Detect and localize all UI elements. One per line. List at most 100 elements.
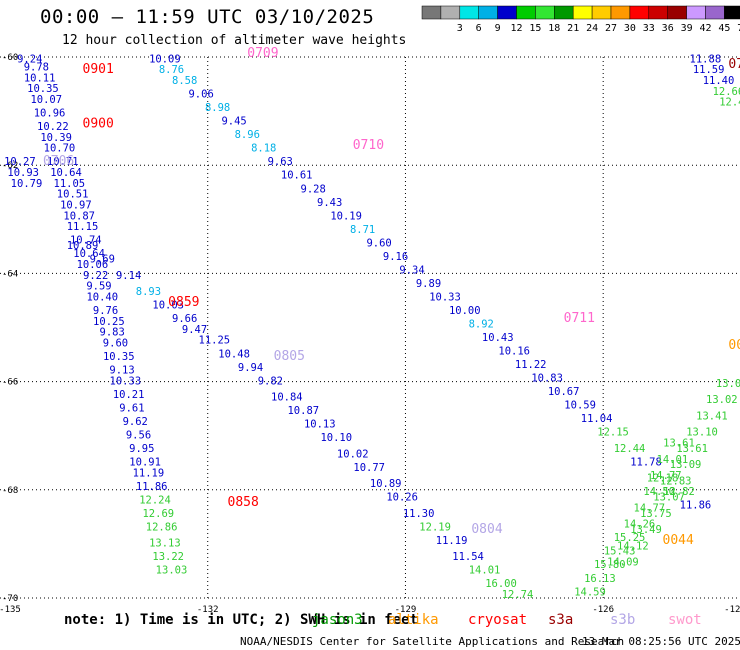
wave-height-point: 10.25 xyxy=(93,316,125,328)
wave-height-point: 14.59 xyxy=(574,586,606,598)
legend-tick-label: 45 xyxy=(718,23,730,34)
legend-tick-label: 21 xyxy=(567,23,579,34)
legend-tick-label: 18 xyxy=(548,23,560,34)
legend-tick-label: 6 xyxy=(476,23,482,34)
wave-height-point: 12.83 xyxy=(660,475,692,487)
wave-height-point: 12.19 xyxy=(419,521,451,533)
satellite-altika: altika xyxy=(388,612,439,628)
legend-swatch xyxy=(705,5,725,20)
wave-height-point: 8.92 xyxy=(469,319,494,331)
pass-time-label: 0901 xyxy=(83,62,114,77)
wave-height-point: 14.77 xyxy=(650,470,682,482)
wave-height-point: 11.86 xyxy=(680,500,712,512)
pass-time-labels: 0901090008590858070907100711071208050804… xyxy=(43,46,740,548)
wave-height-point: 9.94 xyxy=(238,362,263,374)
wave-height-point: 11.04 xyxy=(581,413,613,425)
y-tick-label: -66 xyxy=(2,378,18,388)
wave-height-point: 11.25 xyxy=(199,335,231,347)
wave-height-point: 12.24 xyxy=(139,494,171,506)
x-tick-label: -132 xyxy=(197,605,219,615)
wave-height-point: 12.66 xyxy=(713,86,740,98)
wave-height-point: 10.35 xyxy=(103,351,135,363)
wave-height-point: 9.62 xyxy=(123,416,148,428)
wave-height-point: 10.40 xyxy=(86,291,118,303)
legend-swatch xyxy=(459,5,479,20)
wave-height-point: 14.12 xyxy=(617,540,649,552)
wave-height-point: 9.63 xyxy=(268,156,293,168)
wave-height-point: 13.07 xyxy=(653,492,685,504)
legend-tick-label: 30 xyxy=(624,23,636,34)
wave-height-point: 8.93 xyxy=(136,286,161,298)
pass-time-label: 0711 xyxy=(564,311,595,326)
satellite-jason3: jason3 xyxy=(312,612,363,628)
color-legend: 36912151821242730333639424570(ft) xyxy=(421,5,740,34)
legend-tick-label: 27 xyxy=(605,23,617,34)
wave-height-point: 11.05 xyxy=(54,178,86,190)
wave-height-point: 11.19 xyxy=(133,467,165,479)
wave-height-point: 13.75 xyxy=(640,508,672,520)
wave-height-point: 9.16 xyxy=(383,251,408,263)
wave-height-point: 12.15 xyxy=(597,427,629,439)
wave-height-point: 10.64 xyxy=(73,248,105,260)
wave-height-point: 11.19 xyxy=(436,535,468,547)
wave-height-point: 11.40 xyxy=(703,75,735,87)
wave-height-point: 10.70 xyxy=(44,143,76,155)
y-tick-label: -68 xyxy=(2,486,18,496)
wave-height-point: 10.67 xyxy=(548,386,580,398)
wave-height-point: 10.71 xyxy=(47,156,79,168)
wave-height-point: 11.88 xyxy=(690,53,722,65)
wave-height-point: 15.43 xyxy=(604,546,636,558)
wave-height-point: 13.22 xyxy=(152,551,184,563)
wave-height-point: 9.95 xyxy=(129,443,154,455)
legend-swatch xyxy=(497,5,517,20)
legend-tick-label: 70 xyxy=(737,23,740,34)
wave-height-point: 10.87 xyxy=(287,405,319,417)
chart-title: 00:00 – 11:59 UTC 03/10/2025 xyxy=(40,6,375,28)
legend-swatch xyxy=(535,5,555,20)
wave-height-point: 8.58 xyxy=(172,75,197,87)
wave-height-point: 11.22 xyxy=(515,359,547,371)
wave-height-point: 10.19 xyxy=(330,210,362,222)
wave-height-point: 9.14 xyxy=(116,270,141,282)
wave-height-point: 12.86 xyxy=(146,521,178,533)
grid-lines xyxy=(0,56,740,599)
wave-height-point: 10.13 xyxy=(304,419,336,431)
x-tick-label: -126 xyxy=(592,605,614,615)
wave-height-point: 11.78 xyxy=(630,456,662,468)
chart-subtitle: 12 hour collection of altimeter wave hei… xyxy=(62,33,407,48)
wave-height-point: 13.02 xyxy=(706,394,738,406)
wave-height-point: 9.78 xyxy=(24,62,49,74)
y-tick-label: -60 xyxy=(2,53,18,63)
pass-time-label: 0710 xyxy=(353,138,384,153)
legend-swatch xyxy=(610,5,631,20)
legend-swatch xyxy=(686,5,706,20)
wave-height-point: 10.77 xyxy=(353,462,385,474)
wave-height-point: 10.06 xyxy=(77,259,109,271)
legend-swatch xyxy=(572,5,593,20)
wave-height-point: 11.15 xyxy=(67,221,99,233)
wave-height-point: 13.03 xyxy=(156,565,188,577)
legend-tick-label: 24 xyxy=(586,23,598,34)
wave-height-point: 9.76 xyxy=(93,305,118,317)
wave-height-point: 11.86 xyxy=(136,481,168,493)
wave-height-point: 9.82 xyxy=(258,375,283,387)
wave-height-point: 10.74 xyxy=(70,235,102,247)
wave-height-point: 9.60 xyxy=(366,237,391,249)
wave-height-point: 9.43 xyxy=(317,197,342,209)
wave-height-point: 14.01 xyxy=(469,565,501,577)
wave-height-point: 10.03 xyxy=(152,300,184,312)
wave-height-point: 11.30 xyxy=(403,508,435,520)
wave-height-point: 13.03 xyxy=(716,378,740,390)
wave-height-point: 14.77 xyxy=(634,502,666,514)
wave-height-point: 13.49 xyxy=(630,524,662,536)
wave-height-point: 10.07 xyxy=(30,94,62,106)
wave-height-point: 8.98 xyxy=(205,102,230,114)
wave-height-point: 10.87 xyxy=(63,210,95,222)
axis-ticks: -135-132-129-126-123-124-60-62-64-66-68-… xyxy=(0,53,740,615)
wave-height-point: 10.61 xyxy=(281,170,313,182)
legend-swatch xyxy=(478,5,498,20)
wave-height-point: 10.51 xyxy=(57,189,89,201)
legend-swatch xyxy=(648,5,668,20)
